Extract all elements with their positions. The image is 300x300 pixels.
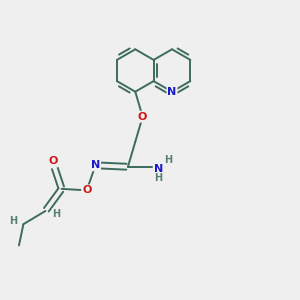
Text: N: N	[154, 164, 163, 174]
Text: O: O	[48, 157, 58, 166]
Text: H: H	[164, 155, 172, 165]
Text: H: H	[154, 173, 162, 183]
Text: N: N	[91, 160, 100, 170]
Text: O: O	[82, 185, 92, 195]
Text: H: H	[9, 216, 17, 226]
Text: H: H	[52, 209, 61, 219]
Text: N: N	[167, 87, 177, 97]
Text: O: O	[138, 112, 147, 122]
